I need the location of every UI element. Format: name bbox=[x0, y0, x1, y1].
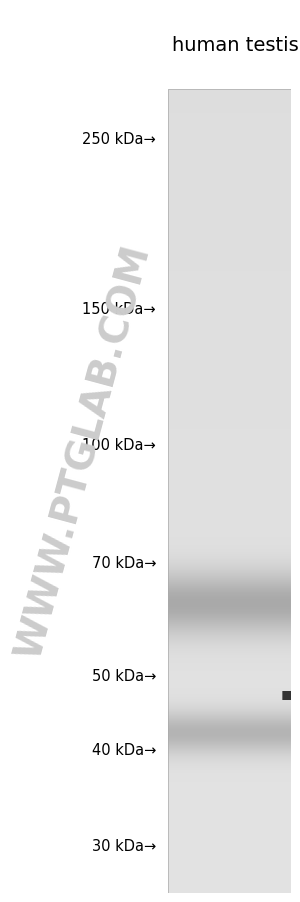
Text: 100 kDa→: 100 kDa→ bbox=[82, 437, 156, 452]
Text: 250 kDa→: 250 kDa→ bbox=[82, 132, 156, 147]
Text: human testis: human testis bbox=[172, 35, 299, 55]
Text: 150 kDa→: 150 kDa→ bbox=[82, 302, 156, 318]
Text: 50 kDa→: 50 kDa→ bbox=[92, 667, 156, 683]
Text: WWW.PTGLAB.COM: WWW.PTGLAB.COM bbox=[11, 240, 158, 662]
Text: 30 kDa→: 30 kDa→ bbox=[92, 838, 156, 852]
Text: 40 kDa→: 40 kDa→ bbox=[92, 742, 156, 757]
Text: 70 kDa→: 70 kDa→ bbox=[92, 556, 156, 571]
